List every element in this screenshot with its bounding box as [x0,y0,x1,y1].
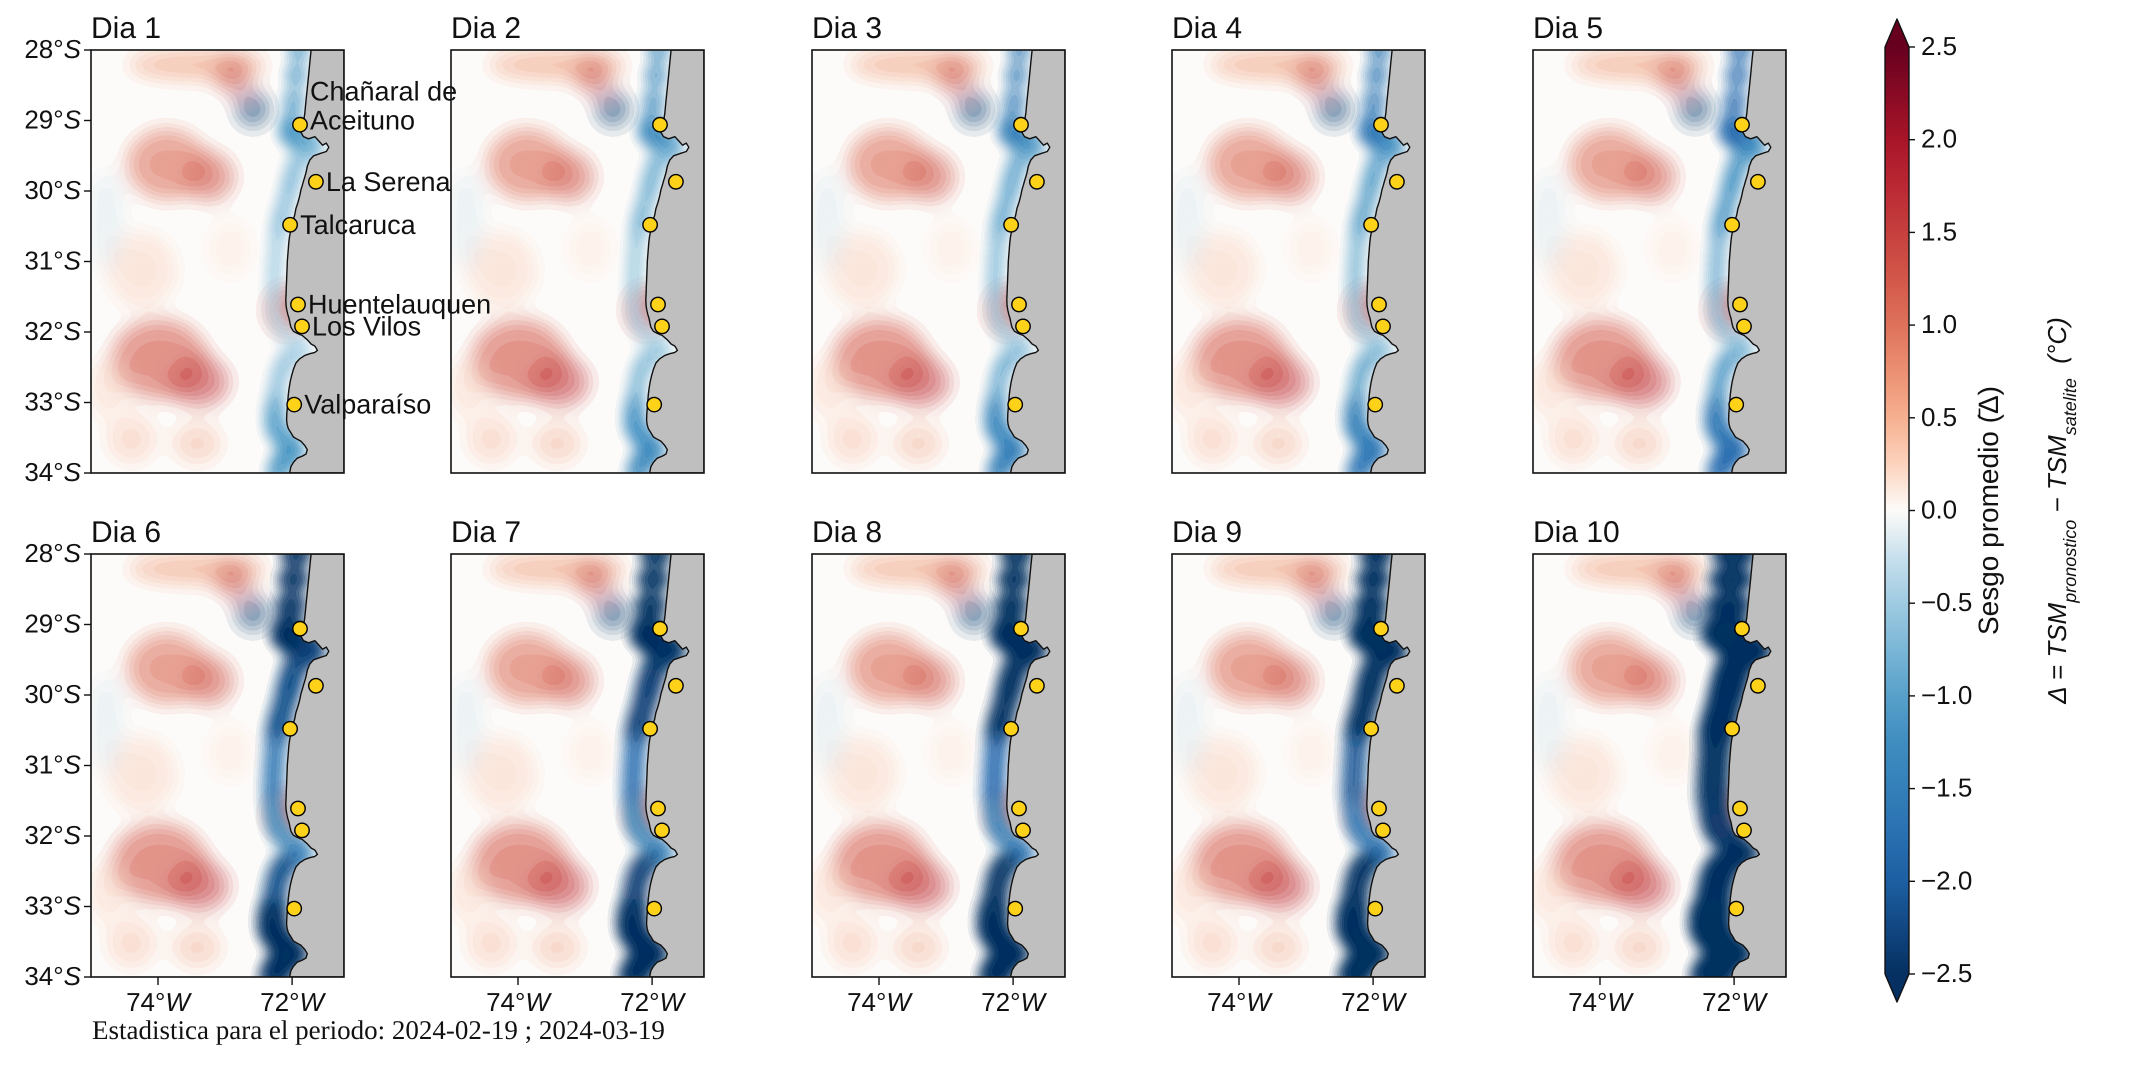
svg-text:−0.5: −0.5 [1921,587,1972,617]
svg-text:34°S: 34°S [24,961,81,991]
svg-text:74°W: 74°W [847,987,913,1017]
svg-text:Sesgo promedio (Δ): Sesgo promedio (Δ) [1973,386,2004,635]
svg-text:72°W: 72°W [260,987,326,1017]
svg-text:29°S: 29°S [24,609,81,639]
svg-text:−2.5: −2.5 [1921,958,1972,988]
svg-text:74°W: 74°W [1207,987,1273,1017]
svg-text:Aceituno: Aceituno [310,106,415,136]
svg-text:Dia 3: Dia 3 [812,12,882,45]
svg-text:74°W: 74°W [126,987,192,1017]
svg-text:28°S: 28°S [24,34,81,64]
svg-text:Los Vilos: Los Vilos [312,311,421,341]
svg-text:Valparaíso: Valparaíso [304,390,431,420]
svg-text:Talcaruca: Talcaruca [300,210,417,240]
svg-text:72°W: 72°W [981,987,1047,1017]
svg-text:74°W: 74°W [1568,987,1634,1017]
svg-text:33°S: 33°S [24,891,81,921]
svg-text:1.5: 1.5 [1921,216,1957,246]
svg-text:0.0: 0.0 [1921,495,1957,525]
svg-text:−2.0: −2.0 [1921,865,1972,895]
svg-text:31°S: 31°S [24,246,81,276]
svg-text:La Serena: La Serena [326,167,452,197]
svg-text:0.5: 0.5 [1921,402,1957,432]
svg-text:72°W: 72°W [1702,987,1768,1017]
svg-text:−1.5: −1.5 [1921,773,1972,803]
svg-text:Dia 8: Dia 8 [812,516,882,549]
svg-text:2.5: 2.5 [1921,31,1957,61]
svg-text:74°W: 74°W [486,987,552,1017]
svg-text:Dia 5: Dia 5 [1533,12,1603,45]
svg-text:34°S: 34°S [24,457,81,487]
svg-text:−1.0: −1.0 [1921,680,1972,710]
svg-text:Δ = TSMpronostico − TSMsatelit: Δ = TSMpronostico − TSMsatelite (°C) [2042,317,2080,705]
svg-text:30°S: 30°S [24,175,81,205]
svg-text:29°S: 29°S [24,105,81,135]
svg-text:Dia 7: Dia 7 [451,516,521,549]
svg-text:Dia 9: Dia 9 [1172,516,1242,549]
svg-text:72°W: 72°W [1341,987,1407,1017]
svg-text:Dia 4: Dia 4 [1172,12,1242,45]
svg-text:1.0: 1.0 [1921,309,1957,339]
svg-text:Dia 6: Dia 6 [91,516,161,549]
svg-text:Chañaral de: Chañaral de [310,77,457,107]
svg-text:32°S: 32°S [24,820,81,850]
svg-text:30°S: 30°S [24,679,81,709]
svg-text:28°S: 28°S [24,538,81,568]
svg-text:Dia 1: Dia 1 [91,12,161,45]
svg-text:2.0: 2.0 [1921,124,1957,154]
svg-text:31°S: 31°S [24,750,81,780]
svg-text:32°S: 32°S [24,316,81,346]
svg-text:Dia 10: Dia 10 [1533,516,1620,549]
svg-text:33°S: 33°S [24,387,81,417]
svg-text:72°W: 72°W [621,987,687,1017]
